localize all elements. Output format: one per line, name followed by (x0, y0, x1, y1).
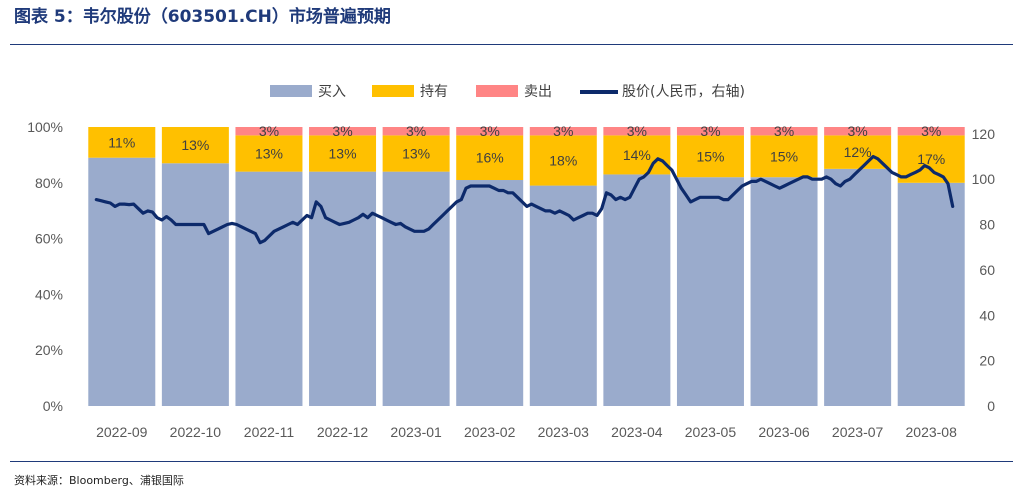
data-label-sell: 3% (774, 123, 794, 139)
bar-segment-2 (676, 135, 744, 178)
bar-segment-3 (456, 127, 524, 136)
data-label-hold: 14% (623, 147, 651, 163)
data-label-sell: 3% (332, 123, 352, 139)
bar-segment-1 (750, 177, 818, 406)
bar-segment-1 (824, 168, 892, 406)
bar-segment-2 (88, 127, 156, 158)
right-y-tick-label: 80 (979, 217, 995, 233)
figure-title: 图表 5：韦尔股份（603501.CH）市场普遍预期 (14, 7, 391, 27)
data-label-hold: 15% (696, 148, 724, 164)
bar-segment-2 (750, 135, 818, 178)
source-note: 资料来源：Bloomberg、浦银国际 (14, 474, 184, 487)
data-label-sell: 3% (848, 123, 868, 139)
bar-segment-2 (529, 135, 597, 186)
bottom-divider (10, 461, 1013, 462)
data-label-hold: 11% (108, 134, 135, 150)
bar-segment-3 (235, 127, 303, 136)
data-label-hold: 12% (844, 144, 872, 160)
x-tick-label: 2023-05 (685, 424, 737, 440)
bar-segment-1 (456, 180, 524, 406)
left-y-tick-label: 80% (35, 175, 63, 191)
legend-label: 卖出 (524, 84, 552, 100)
bar-segment-1 (529, 185, 597, 406)
legend-label: 买入 (318, 84, 346, 100)
x-tick-label: 2023-06 (758, 424, 810, 440)
legend-swatch (372, 85, 414, 97)
bar-segment-1 (309, 171, 377, 406)
x-tick-label: 2023-01 (390, 424, 442, 440)
right-y-tick-label: 60 (979, 262, 995, 278)
bar-segment-1 (382, 171, 450, 406)
x-tick-label: 2023-03 (538, 424, 590, 440)
bar-segment-1 (88, 157, 156, 406)
bar-segment-2 (309, 135, 377, 172)
bar-segment-1 (161, 163, 229, 406)
x-tick-label: 2022-09 (96, 424, 148, 440)
data-label-sell: 3% (406, 123, 426, 139)
bar-segment-2 (235, 135, 303, 172)
title-divider (10, 44, 1013, 45)
data-label-hold: 13% (181, 137, 209, 153)
x-tick-label: 2023-07 (832, 424, 884, 440)
bar-segment-3 (309, 127, 377, 136)
legend-swatch (270, 85, 312, 97)
left-y-tick-label: 40% (35, 286, 63, 302)
bar-segment-3 (382, 127, 450, 136)
bar-segment-1 (603, 174, 671, 406)
legend: 买入 持有 卖出 股价(人民币，右轴) (270, 84, 745, 100)
data-label-hold: 13% (255, 146, 283, 162)
bar-segment-3 (676, 127, 744, 136)
bar-segment-2 (603, 135, 671, 175)
data-label-hold: 13% (329, 146, 357, 162)
bar-segment-1 (235, 171, 303, 406)
left-y-tick-label: 0% (43, 398, 63, 414)
bar-segment-3 (529, 127, 597, 136)
data-label-sell: 3% (627, 123, 647, 139)
right-y-tick-label: 100 (972, 171, 996, 187)
bar-segment-1 (897, 182, 965, 406)
right-y-tick-label: 120 (972, 126, 996, 142)
right-y-tick-label: 0 (987, 398, 995, 414)
bar-segment-2 (382, 135, 450, 172)
data-label-sell: 3% (921, 123, 941, 139)
data-label-hold: 15% (770, 148, 798, 164)
x-tick-label: 2022-11 (244, 424, 295, 440)
data-label-sell: 3% (700, 123, 720, 139)
bar-segment-3 (824, 127, 892, 136)
x-tick-label: 2022-10 (170, 424, 222, 440)
bar-segment-2 (824, 135, 892, 169)
x-tick-label: 2023-04 (611, 424, 663, 440)
bar-segment-3 (897, 127, 965, 136)
bar-segment-3 (750, 127, 818, 136)
bar-segment-2 (161, 127, 229, 164)
legend-label: 持有 (420, 84, 448, 100)
legend-label: 股价(人民币，右轴) (622, 84, 745, 100)
x-tick-label: 2023-02 (464, 424, 516, 440)
axes-layer: 2022-09 2022-10 2022-11 2022-12 2023-01 2023-… (27, 119, 995, 440)
data-label-sell: 3% (480, 123, 500, 139)
data-label-hold: 17% (917, 151, 945, 167)
data-label-sell: 3% (553, 123, 573, 139)
data-label-hold: 13% (402, 146, 430, 162)
price-line (94, 154, 955, 245)
data-label-hold: 18% (549, 152, 577, 168)
right-y-tick-label: 20 (979, 353, 995, 369)
data-label-sell: 3% (259, 123, 279, 139)
bars-layer (88, 127, 965, 406)
left-y-tick-label: 100% (27, 119, 63, 135)
bar-segment-3 (603, 127, 671, 136)
price-line-layer (94, 154, 955, 245)
x-tick-label: 2023-08 (906, 424, 958, 440)
x-tick-label: 2022-12 (317, 424, 369, 440)
data-label-hold: 16% (476, 150, 504, 166)
bar-segment-1 (676, 177, 744, 406)
legend-swatch (476, 85, 518, 97)
data-labels-layer: 11% 13% 13% 3% 13% 3% 13% 3% 16% 3% 18% 3% 14% 3% 15% 3… (108, 123, 945, 168)
left-y-tick-label: 60% (35, 231, 63, 247)
bar-segment-2 (456, 135, 524, 181)
left-y-tick-label: 20% (35, 342, 63, 358)
right-y-tick-label: 40 (979, 307, 995, 323)
